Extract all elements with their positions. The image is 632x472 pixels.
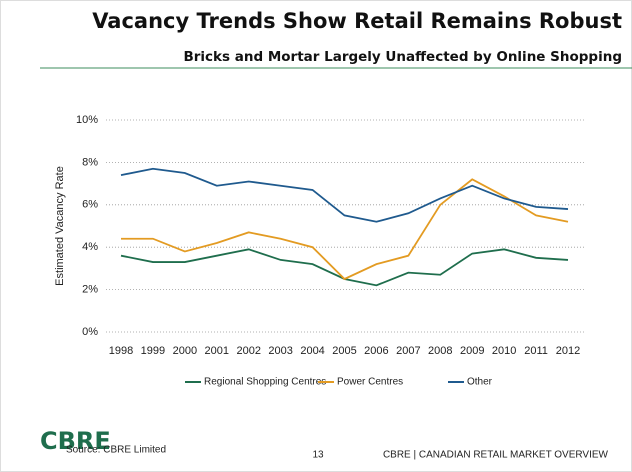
series-line	[121, 178, 569, 281]
slide-title: Vacancy Trends Show Retail Remains Robus…	[92, 9, 622, 33]
x-tick-label: 2001	[205, 345, 229, 357]
x-tick-label: 2000	[173, 345, 197, 357]
legend-label: Power Centres	[337, 377, 403, 388]
x-tick-label: 2011	[524, 345, 548, 357]
x-tick-label: 2012	[556, 345, 580, 357]
source-note: Source: CBRE Limited	[66, 445, 166, 456]
series-line	[120, 167, 569, 223]
y-tick-label: 6%	[82, 199, 98, 211]
x-tick-label: 2002	[236, 345, 260, 357]
x-tick-label: 2008	[428, 345, 452, 357]
y-tick-label: 2%	[82, 284, 98, 296]
y-tick-label: 0%	[82, 326, 98, 338]
footer-text: CBRE | CANADIAN RETAIL MARKET OVERVIEW	[383, 450, 609, 461]
slide-subtitle: Bricks and Mortar Largely Unaffected by …	[183, 49, 622, 65]
x-tick-label: 2010	[492, 345, 516, 357]
page-number: 13	[312, 450, 324, 461]
legend-label: Other	[467, 377, 493, 388]
y-tick-label: 4%	[82, 241, 98, 253]
y-axis-label: Estimated Vacancy Rate	[54, 166, 66, 286]
x-tick-label: 1998	[109, 345, 133, 357]
x-tick-label: 2006	[364, 345, 388, 357]
x-tick-label: 2003	[268, 345, 292, 357]
legend-label: Regional Shopping Centres	[204, 377, 326, 388]
y-tick-label: 8%	[82, 156, 98, 168]
x-tick-label: 1999	[141, 345, 165, 357]
logo: CBRE	[40, 427, 111, 455]
x-tick-label: 2004	[300, 345, 324, 357]
x-tick-label: 2005	[332, 345, 356, 357]
y-tick-label: 10%	[76, 114, 98, 126]
x-tick-label: 2009	[460, 345, 484, 357]
x-tick-label: 2007	[396, 345, 420, 357]
